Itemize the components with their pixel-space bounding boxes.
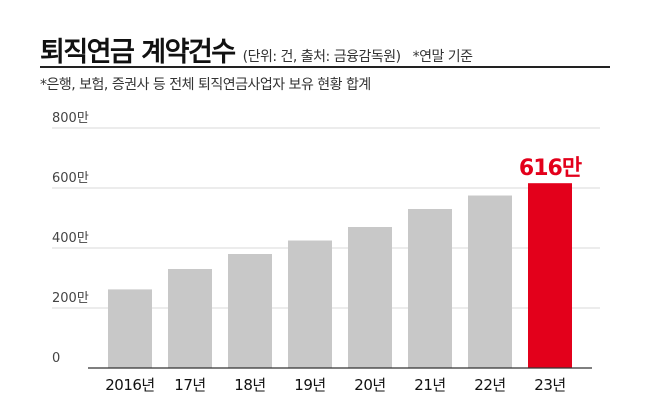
x-tick-label: 20년 [354, 376, 385, 394]
x-tick-label: 19년 [294, 376, 325, 394]
bar [408, 209, 452, 368]
chart-title: 퇴직연금 계약건수 [40, 37, 236, 68]
unit-note: (단위: 건, 출처: 금융감독원) [242, 49, 401, 65]
x-tick-label: 2016년 [105, 376, 154, 394]
y-tick-label: 0 [52, 351, 60, 366]
bar [468, 195, 512, 368]
data-label: 616만 [519, 156, 582, 181]
y-tick-label: 400만 [52, 231, 89, 246]
bar-highlight [528, 183, 572, 368]
bar [228, 254, 272, 368]
title-row: 퇴직연금 계약건수 (단위: 건, 출처: 금융감독원) *연말 기준 [40, 30, 600, 69]
x-tick-label: 21년 [414, 376, 445, 394]
title-divider [40, 66, 610, 68]
basis-note: *연말 기준 [412, 49, 473, 65]
y-tick-label: 800만 [52, 111, 89, 126]
y-tick-label: 200만 [52, 291, 89, 306]
scope-note: *은행, 보험, 증권사 등 전체 퇴직연금사업자 보유 현황 합계 [40, 77, 371, 93]
x-tick-label: 23년 [534, 376, 565, 394]
bar [288, 240, 332, 368]
bar [108, 289, 152, 368]
bar [168, 269, 212, 368]
bar [348, 227, 392, 368]
x-tick-label: 22년 [474, 376, 505, 394]
x-tick-label: 17년 [174, 376, 205, 394]
x-tick-label: 18년 [234, 376, 265, 394]
chart-header: 퇴직연금 계약건수 (단위: 건, 출처: 금융감독원) *연말 기준 *은행,… [40, 30, 610, 93]
y-tick-label: 600만 [52, 171, 89, 186]
